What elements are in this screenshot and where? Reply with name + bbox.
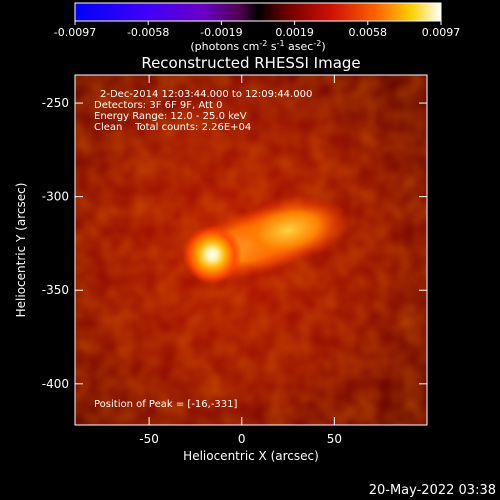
colorbar-tick-label: -0.0019: [200, 26, 242, 39]
x-tick-label: -50: [139, 432, 159, 446]
colorbar-tick-label: -0.0097: [54, 26, 96, 39]
chart-title: Reconstructed RHESSI Image: [141, 54, 360, 72]
colorbar-tick-label: -0.0058: [127, 26, 169, 39]
y-tick-label: -350: [42, 283, 69, 297]
heatmap-source: [226, 195, 350, 266]
y-tick-label: -400: [42, 377, 69, 391]
colorbar-tick-label: 0.0097: [422, 26, 461, 39]
y-axis-label: Heliocentric Y (arcsec): [14, 183, 28, 318]
y-axis-ticks: -250 -300 -350 -400: [42, 96, 427, 391]
heatmap-source: [182, 225, 242, 285]
colorbar-gradient: [74, 2, 442, 22]
info-line-clean: Clean Total counts: 2.26E+04: [94, 122, 251, 133]
plot-frame: [74, 74, 428, 426]
x-axis-ticks: -50 0 50: [139, 75, 342, 446]
x-tick-label: 50: [327, 432, 342, 446]
peak-position-label: Position of Peak = [-16,-331]: [94, 399, 238, 410]
info-line-time: 2-Dec-2014 12:03:44.000 to 12:09:44.000: [100, 89, 312, 100]
colorbar: -0.0097 -0.0058 -0.0019 0.0019 0.0058 0.0097 …: [54, 2, 460, 53]
colorbar-tick-label: 0.0019: [275, 26, 314, 39]
heatmap-sources: [182, 195, 350, 285]
info-annotation: 2-Dec-2014 12:03:44.000 to 12:09:44.000 …: [94, 89, 312, 133]
colorbar-unit-label: (photons cm-2 s-1 asec-2): [190, 39, 325, 53]
y-tick-label: -300: [42, 190, 69, 204]
info-line-energy: Energy Range: 12.0 - 25.0 keV: [94, 111, 247, 122]
colorbar-tick-label: 0.0058: [349, 26, 388, 39]
y-tick-label: -250: [42, 96, 69, 110]
footer-date: 20-May-2022 03:38: [369, 483, 496, 498]
x-tick-label: 0: [238, 432, 246, 446]
colorbar-ticks: -0.0097 -0.0058 -0.0019 0.0019 0.0058 0.0097: [54, 21, 460, 39]
x-axis-label: Heliocentric X (arcsec): [183, 449, 319, 463]
info-line-detectors: Detectors: 3F 6F 9F, Att 0: [94, 100, 222, 111]
heatmap-image: [75, 75, 427, 425]
